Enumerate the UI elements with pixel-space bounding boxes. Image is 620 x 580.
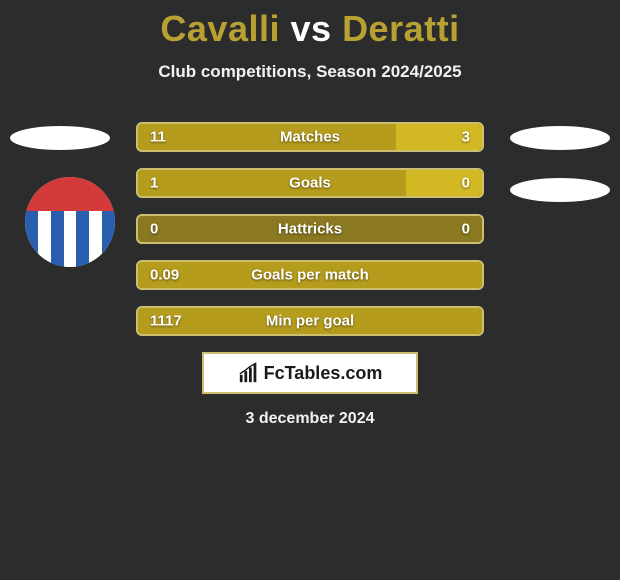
stat-fill-right — [406, 170, 482, 196]
stat-fill-left — [138, 170, 406, 196]
stat-row: 0 Hattricks 0 — [136, 214, 484, 244]
stat-left-value: 0 — [150, 221, 158, 238]
stat-left-value: 1117 — [150, 313, 182, 330]
stat-fill-left — [138, 124, 396, 150]
comparison-card: Cavalli vs Deratti Club competitions, Se… — [0, 0, 620, 580]
stat-row: 11 Matches 3 — [136, 122, 484, 152]
player1-avatar-placeholder — [10, 126, 110, 150]
card-date: 3 december 2024 — [246, 410, 375, 428]
vs-label: vs — [291, 8, 332, 49]
chart-icon — [238, 362, 260, 384]
stat-label: Matches — [280, 129, 340, 146]
stat-right-value: 0 — [462, 221, 470, 238]
card-subtitle: Club competitions, Season 2024/2025 — [0, 62, 620, 82]
player1-name: Cavalli — [160, 8, 280, 49]
stat-label: Hattricks — [278, 221, 342, 238]
stat-label: Goals — [289, 175, 331, 192]
stat-right-value: 3 — [462, 129, 470, 146]
stat-label: Goals per match — [251, 267, 369, 284]
stat-left-value: 0.09 — [150, 267, 179, 284]
stat-left-value: 11 — [150, 129, 166, 146]
branding-box: FcTables.com — [202, 352, 418, 394]
stat-left-value: 1 — [150, 175, 158, 192]
stat-row: 1 Goals 0 — [136, 168, 484, 198]
player2-club-placeholder — [510, 178, 610, 202]
stat-row: 1117 Min per goal — [136, 306, 484, 336]
card-title: Cavalli vs Deratti — [0, 0, 620, 50]
branding-text: FcTables.com — [264, 363, 383, 384]
player1-club-badge — [25, 177, 115, 267]
player2-avatar-placeholder — [510, 126, 610, 150]
stat-row: 0.09 Goals per match — [136, 260, 484, 290]
stat-label: Min per goal — [266, 313, 354, 330]
player2-name: Deratti — [342, 8, 460, 49]
stats-bars: 11 Matches 3 1 Goals 0 0 Hattricks 0 0.09 Goals pe… — [136, 122, 484, 352]
stat-right-value: 0 — [462, 175, 470, 192]
